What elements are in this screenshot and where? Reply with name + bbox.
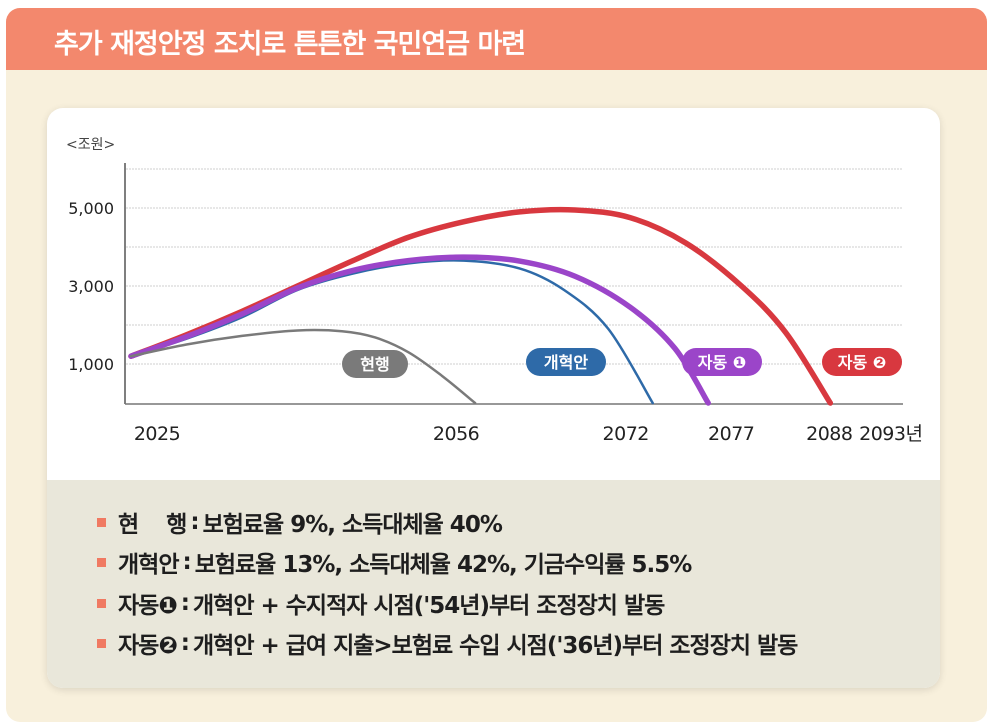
legend-desc: 보험료율 9%, 소득대체율 40% bbox=[202, 512, 503, 538]
x-tick-label: 2077 bbox=[708, 423, 754, 445]
series-label: 자동 ❶ bbox=[698, 353, 747, 372]
series-line-0 bbox=[129, 328, 477, 405]
series-label-pill bbox=[526, 348, 606, 376]
legend-label: 현 행 bbox=[118, 512, 187, 538]
legend-label: 자동❷ bbox=[118, 633, 178, 659]
series-label: 자동 ❷ bbox=[838, 353, 887, 372]
legend-desc: 보험료율 13%, 소득대체율 42%, 기금수익률 5.5% bbox=[194, 552, 693, 578]
x-tick-label: 2025 bbox=[134, 423, 180, 445]
y-tick-label: 5,000 bbox=[68, 199, 114, 218]
header-band: 추가 재정안정 조치로 튼튼한 국민연금 마련 bbox=[6, 8, 987, 70]
legend-label: 개혁안 bbox=[118, 552, 179, 578]
legend-item-auto2: 자동❷ : 개혁안 + 급여 지출>보험료 수입 시점('36년)부터 조정장치… bbox=[97, 626, 798, 660]
y-tick-label: 1,000 bbox=[68, 355, 114, 374]
legend-separator: : bbox=[180, 590, 190, 616]
x-tick-label: 2093년 bbox=[859, 423, 922, 445]
bullet-icon bbox=[97, 557, 106, 567]
x-tick-label: 2072 bbox=[603, 423, 649, 445]
x-tick-label: 2088 bbox=[806, 423, 852, 445]
bullet-icon bbox=[97, 517, 106, 527]
legend-item-current: 현 행 : 보험료율 9%, 소득대체율 40% bbox=[97, 505, 503, 539]
legend-separator: : bbox=[190, 509, 199, 535]
x-tick-label: 2056 bbox=[433, 423, 479, 445]
series-label-pill bbox=[682, 348, 762, 376]
series-line-1 bbox=[129, 259, 654, 405]
y-unit-label: <조원> bbox=[66, 137, 116, 153]
legend-desc: 개혁안 + 수지적자 시점('54년)부터 조정장치 발동 bbox=[193, 593, 665, 619]
series-line-2 bbox=[128, 254, 711, 406]
bullet-icon bbox=[97, 638, 106, 648]
series-label: 현행 bbox=[360, 355, 389, 374]
legend-label: 자동❶ bbox=[118, 593, 178, 619]
y-tick-label: 3,000 bbox=[68, 277, 114, 296]
legend-separator: : bbox=[182, 549, 191, 575]
chart-card: 현 행 : 보험료율 9%, 소득대체율 40% 개혁안 : 보험료율 13%,… bbox=[47, 108, 940, 688]
series-label-pill bbox=[342, 350, 408, 378]
bullet-icon bbox=[97, 598, 106, 608]
legend-panel: 현 행 : 보험료율 9%, 소득대체율 40% 개혁안 : 보험료율 13%,… bbox=[47, 480, 940, 688]
legend-desc: 개혁안 + 급여 지출>보험료 수입 시점('36년)부터 조정장치 발동 bbox=[193, 633, 798, 659]
legend-separator: : bbox=[180, 630, 190, 656]
series-label: 개혁안 bbox=[544, 353, 588, 372]
legend-item-reform: 개혁안 : 보험료율 13%, 소득대체율 42%, 기금수익률 5.5% bbox=[97, 545, 693, 579]
series-label-pill bbox=[822, 348, 902, 376]
legend-item-auto1: 자동❶ : 개혁안 + 수지적자 시점('54년)부터 조정장치 발동 bbox=[97, 586, 665, 620]
page-title: 추가 재정안정 조치로 튼튼한 국민연금 마련 bbox=[54, 29, 526, 60]
